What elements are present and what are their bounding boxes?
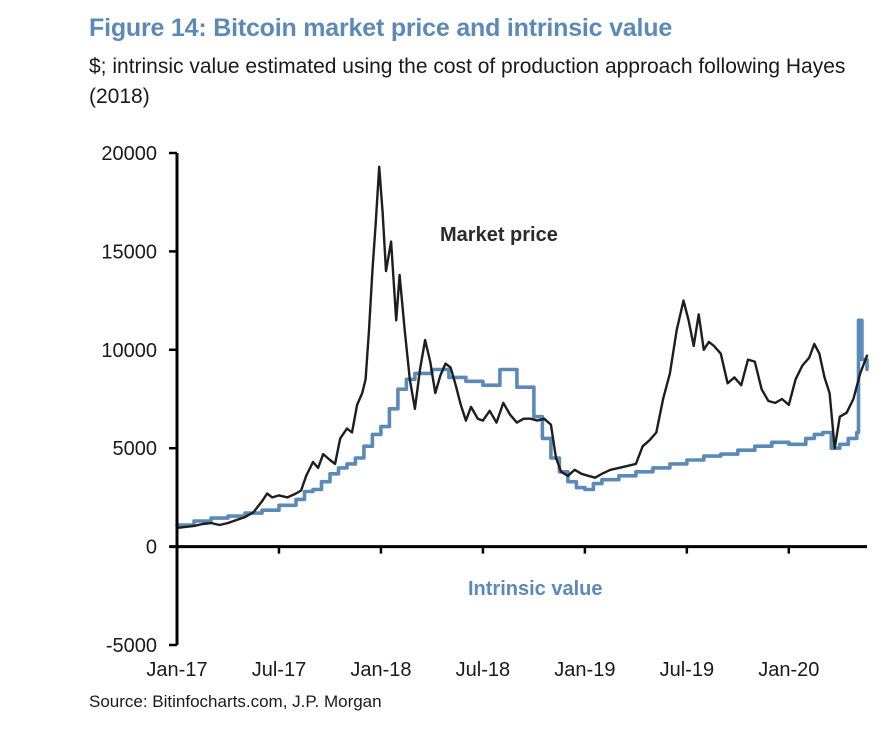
series-lines (175, 165, 869, 530)
x-tick-label: Jul-17 (252, 659, 306, 681)
y-tick-label: 0 (146, 537, 157, 559)
x-axis-ticks: Jan-17 Jul-17 Jan-18 Jul-18 Jan-19 Jul-19 Jan-… (146, 546, 819, 681)
y-tick-label: 5000 (113, 438, 158, 460)
y-tick-label: 15000 (101, 241, 157, 263)
x-tick-label: Jan-17 (146, 659, 207, 681)
market-price-line (175, 165, 869, 530)
intrinsic-value-line (175, 318, 869, 527)
x-tick-label: Jul-18 (456, 659, 510, 681)
y-axis-ticks: -5000 0 5000 10000 15000 20000 (101, 143, 177, 657)
y-tick-label: 10000 (101, 340, 157, 362)
y-tick-label: -5000 (106, 635, 157, 657)
y-tick-label: 20000 (101, 143, 157, 165)
chart-title: Figure 14: Bitcoin market price and intr… (89, 14, 673, 42)
x-tick-label: Jan-20 (758, 659, 819, 681)
market-price-annotation: Market price (440, 224, 558, 246)
x-tick-label: Jan-19 (554, 659, 615, 681)
x-tick-label: Jul-19 (660, 659, 714, 681)
intrinsic-value-annotation: Intrinsic value (468, 578, 603, 600)
chart-subtitle: $; intrinsic value estimated using the c… (89, 55, 846, 108)
chart-source: Source: Bitinfocharts.com, J.P. Morgan (89, 692, 382, 711)
x-tick-label: Jan-18 (350, 659, 411, 681)
